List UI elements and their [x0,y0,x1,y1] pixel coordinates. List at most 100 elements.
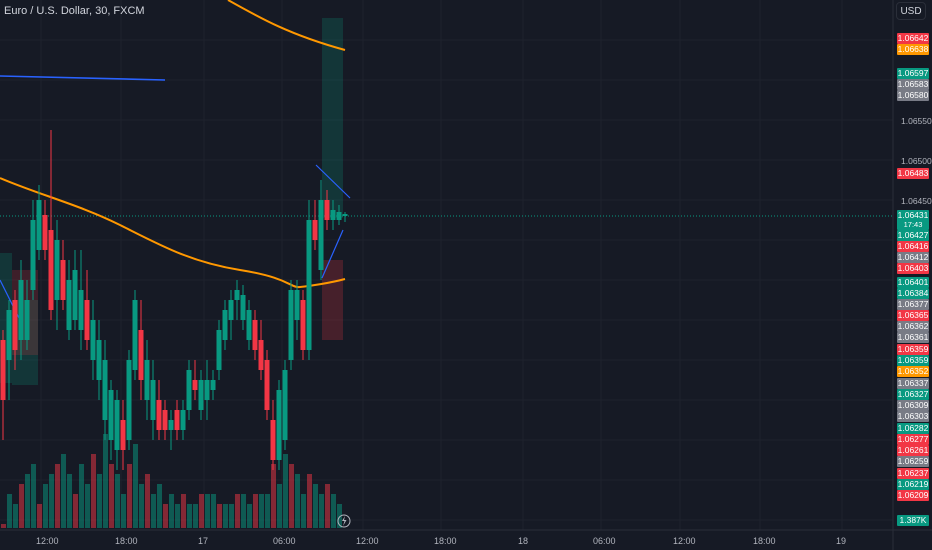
volume-bar [73,494,78,528]
volume-bar [145,474,150,528]
lightning-icon[interactable] [337,514,351,528]
volume-bar [97,474,102,528]
candle-up [54,240,60,300]
candle-down [270,420,276,460]
volume-bar [157,484,162,528]
candle-down [312,220,318,240]
candle-down [156,400,162,430]
price-tag: 1.06309 [897,400,929,411]
candle-up [234,290,240,300]
candle-down [258,340,264,370]
volume-bar [115,474,120,528]
candle-up [30,220,36,290]
volume-bar [127,464,132,528]
price-tag: 1.06384 [897,288,929,299]
volume-bar [307,474,312,528]
price-tag: 1.06209 [897,490,929,501]
candle-down [42,215,48,250]
price-tag: 1.06365 [897,310,929,321]
volume-bar [289,464,294,528]
volume-bar [337,504,342,528]
price-tag: 1.06361 [897,332,929,343]
candle-down [252,320,258,350]
volume-bar [103,434,108,528]
price-tag: 1.06597 [897,68,929,79]
volume-bar [181,494,186,528]
candle-up [102,360,108,420]
candle-up [198,380,204,410]
candle-down [0,340,6,400]
candle-up [180,410,186,430]
volume-bar [313,484,318,528]
candle-up [168,420,174,430]
volume-bar [247,504,252,528]
bar-countdown: 17:43 [903,220,923,229]
volume-bar [211,494,216,528]
candle-down [174,410,180,430]
candle-down [12,300,18,350]
price-tag: 1.06337 [897,378,929,389]
candle-up [108,390,114,440]
price-tag: 1.06403 [897,263,929,274]
volume-bar [265,494,270,528]
candle-up [72,270,78,320]
volume-bar [295,474,300,528]
price-tag: 1.06483 [897,168,929,179]
candle-up [144,360,150,400]
volume-bar [151,494,156,528]
price-tick: 1.06500 [901,156,932,166]
trend-line [321,229,344,279]
volume-bar [121,494,126,528]
time-label: 17 [198,536,209,546]
price-tick: 1.06550 [901,116,932,126]
candle-up [222,310,228,340]
price-tag: 1.06416 [897,241,929,252]
candle-up [96,340,102,380]
candle-down [192,380,198,390]
candle-up [246,310,252,340]
volume-bar [67,474,72,528]
volume-bar [319,494,324,528]
candle-up [342,214,348,216]
volume-bar [301,494,306,528]
volume-bar [259,494,264,528]
price-tag: 1.06427 [897,230,929,241]
price-tag: 1.06431 17:43 [897,210,929,230]
volume-bar [109,464,114,528]
orange-moving-average [0,177,346,289]
candle-up [240,295,246,320]
volume-bar [271,464,276,528]
volume-bar [133,444,138,528]
trend-line [315,164,351,199]
profit-zone [322,18,343,218]
orange-moving-average-upper [227,0,346,51]
currency-button[interactable]: USD [896,2,926,20]
volume-bar [187,504,192,528]
candle-down [300,300,306,350]
volume-bar [19,484,24,528]
volume-bar [193,504,198,528]
price-tick: 1.06450 [901,196,932,206]
volume-bar [331,494,336,528]
price-tag: 1.06303 [897,411,929,422]
price-tag: 1.06261 [897,445,929,456]
volume-bar [61,454,66,528]
price-tag: 1.06642 [897,33,929,44]
price-tag: 1.06583 [897,79,929,90]
price-tag: 1.06412 [897,252,929,263]
candle-down [138,330,144,380]
price-tag: 1.06352 [897,366,929,377]
volume-bar [283,454,288,528]
candle-up [18,280,24,340]
volume-bar [163,504,168,528]
volume-bar [7,494,12,528]
volume-bar [235,494,240,528]
price-tag: 1.06401 [897,277,929,288]
volume-bar [241,494,246,528]
time-label: 19 [836,536,847,546]
candle-up [114,400,120,450]
volume-bar [223,504,228,528]
price-tag: 1.06259 [897,456,929,467]
